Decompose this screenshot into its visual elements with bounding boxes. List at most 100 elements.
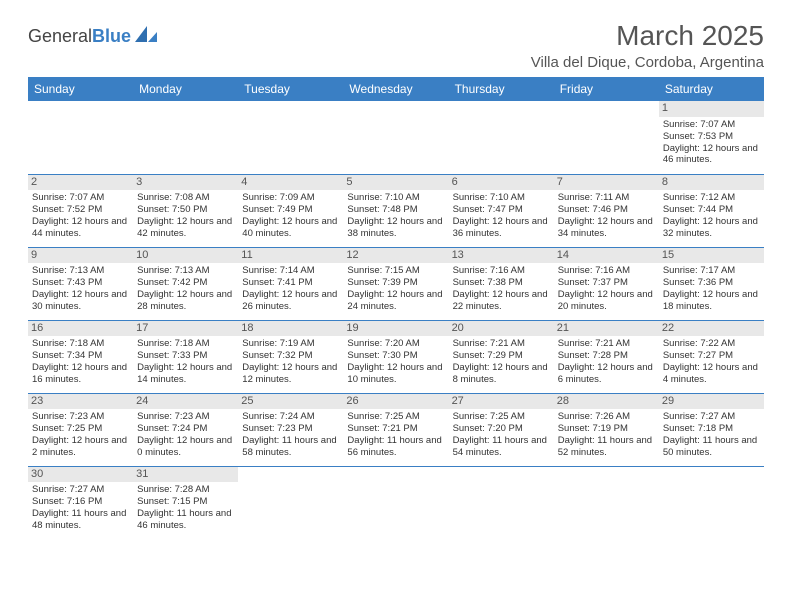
header: GeneralBlue March 2025 Villa del Dique, …: [28, 20, 764, 71]
day-number: 4: [238, 175, 343, 191]
calendar-row: ......1Sunrise: 7:07 AMSunset: 7:53 PMDa…: [28, 101, 764, 174]
calendar-cell-empty: .: [28, 101, 133, 174]
day-number: 3: [133, 175, 238, 191]
daylight-line: Daylight: 12 hours and 4 minutes.: [663, 362, 760, 386]
sunset-line: Sunset: 7:52 PM: [32, 204, 129, 216]
daylight-line: Daylight: 12 hours and 22 minutes.: [453, 289, 550, 313]
sunset-line: Sunset: 7:44 PM: [663, 204, 760, 216]
day-number: 26: [343, 394, 448, 410]
daylight-line: Daylight: 12 hours and 44 minutes.: [32, 216, 129, 240]
day-number: 17: [133, 321, 238, 337]
daylight-line: Daylight: 12 hours and 26 minutes.: [242, 289, 339, 313]
calendar-cell: 14Sunrise: 7:16 AMSunset: 7:37 PMDayligh…: [554, 247, 659, 320]
day-number: 24: [133, 394, 238, 410]
calendar-cell: 12Sunrise: 7:15 AMSunset: 7:39 PMDayligh…: [343, 247, 448, 320]
sunset-line: Sunset: 7:29 PM: [453, 350, 550, 362]
weekday-header: Friday: [554, 77, 659, 101]
daylight-line: Daylight: 12 hours and 20 minutes.: [558, 289, 655, 313]
day-number: 16: [28, 321, 133, 337]
weekday-header: Thursday: [449, 77, 554, 101]
daylight-line: Daylight: 11 hours and 52 minutes.: [558, 435, 655, 459]
sunset-line: Sunset: 7:16 PM: [32, 496, 129, 508]
sunset-line: Sunset: 7:25 PM: [32, 423, 129, 435]
calendar-cell: 30Sunrise: 7:27 AMSunset: 7:16 PMDayligh…: [28, 466, 133, 539]
calendar-cell: 27Sunrise: 7:25 AMSunset: 7:20 PMDayligh…: [449, 393, 554, 466]
sunset-line: Sunset: 7:28 PM: [558, 350, 655, 362]
day-number: 15: [659, 248, 764, 264]
sunset-line: Sunset: 7:33 PM: [137, 350, 234, 362]
day-number: 19: [343, 321, 448, 337]
month-title: March 2025: [531, 20, 764, 52]
sunrise-line: Sunrise: 7:16 AM: [453, 265, 550, 277]
calendar-cell-empty: .: [554, 466, 659, 539]
calendar-cell: 22Sunrise: 7:22 AMSunset: 7:27 PMDayligh…: [659, 320, 764, 393]
daylight-line: Daylight: 11 hours and 58 minutes.: [242, 435, 339, 459]
calendar-table: SundayMondayTuesdayWednesdayThursdayFrid…: [28, 77, 764, 539]
day-number: 21: [554, 321, 659, 337]
calendar-cell-empty: .: [449, 101, 554, 174]
calendar-cell-empty: .: [554, 101, 659, 174]
calendar-cell: 31Sunrise: 7:28 AMSunset: 7:15 PMDayligh…: [133, 466, 238, 539]
sunset-line: Sunset: 7:30 PM: [347, 350, 444, 362]
daylight-line: Daylight: 12 hours and 8 minutes.: [453, 362, 550, 386]
sunset-line: Sunset: 7:42 PM: [137, 277, 234, 289]
daylight-line: Daylight: 12 hours and 36 minutes.: [453, 216, 550, 240]
daylight-line: Daylight: 12 hours and 0 minutes.: [137, 435, 234, 459]
calendar-cell-empty: .: [133, 101, 238, 174]
calendar-cell: 7Sunrise: 7:11 AMSunset: 7:46 PMDaylight…: [554, 174, 659, 247]
daylight-line: Daylight: 11 hours and 48 minutes.: [32, 508, 129, 532]
daylight-line: Daylight: 11 hours and 54 minutes.: [453, 435, 550, 459]
sunrise-line: Sunrise: 7:25 AM: [453, 411, 550, 423]
sunrise-line: Sunrise: 7:23 AM: [32, 411, 129, 423]
calendar-cell: 15Sunrise: 7:17 AMSunset: 7:36 PMDayligh…: [659, 247, 764, 320]
sunset-line: Sunset: 7:32 PM: [242, 350, 339, 362]
daylight-line: Daylight: 12 hours and 14 minutes.: [137, 362, 234, 386]
sunset-line: Sunset: 7:18 PM: [663, 423, 760, 435]
daylight-line: Daylight: 12 hours and 30 minutes.: [32, 289, 129, 313]
day-number: 12: [343, 248, 448, 264]
sunrise-line: Sunrise: 7:27 AM: [663, 411, 760, 423]
logo: GeneralBlue: [28, 24, 159, 49]
day-number: 30: [28, 467, 133, 483]
sunrise-line: Sunrise: 7:10 AM: [453, 192, 550, 204]
sunset-line: Sunset: 7:37 PM: [558, 277, 655, 289]
sunrise-line: Sunrise: 7:17 AM: [663, 265, 760, 277]
day-number: 28: [554, 394, 659, 410]
sunset-line: Sunset: 7:38 PM: [453, 277, 550, 289]
sunrise-line: Sunrise: 7:22 AM: [663, 338, 760, 350]
day-number: 31: [133, 467, 238, 483]
calendar-row: 9Sunrise: 7:13 AMSunset: 7:43 PMDaylight…: [28, 247, 764, 320]
sunset-line: Sunset: 7:46 PM: [558, 204, 655, 216]
calendar-row: 30Sunrise: 7:27 AMSunset: 7:16 PMDayligh…: [28, 466, 764, 539]
daylight-line: Daylight: 12 hours and 34 minutes.: [558, 216, 655, 240]
sunrise-line: Sunrise: 7:13 AM: [137, 265, 234, 277]
calendar-cell-empty: .: [343, 466, 448, 539]
sunrise-line: Sunrise: 7:21 AM: [453, 338, 550, 350]
sunrise-line: Sunrise: 7:18 AM: [32, 338, 129, 350]
calendar-cell: 20Sunrise: 7:21 AMSunset: 7:29 PMDayligh…: [449, 320, 554, 393]
daylight-line: Daylight: 12 hours and 28 minutes.: [137, 289, 234, 313]
day-number: 18: [238, 321, 343, 337]
day-number: 5: [343, 175, 448, 191]
sunrise-line: Sunrise: 7:18 AM: [137, 338, 234, 350]
daylight-line: Daylight: 12 hours and 10 minutes.: [347, 362, 444, 386]
calendar-cell: 21Sunrise: 7:21 AMSunset: 7:28 PMDayligh…: [554, 320, 659, 393]
sunset-line: Sunset: 7:53 PM: [663, 131, 760, 143]
day-number: 11: [238, 248, 343, 264]
day-number: 8: [659, 175, 764, 191]
sunset-line: Sunset: 7:19 PM: [558, 423, 655, 435]
daylight-line: Daylight: 11 hours and 56 minutes.: [347, 435, 444, 459]
weekday-header: Sunday: [28, 77, 133, 101]
calendar-cell: 8Sunrise: 7:12 AMSunset: 7:44 PMDaylight…: [659, 174, 764, 247]
calendar-body: ......1Sunrise: 7:07 AMSunset: 7:53 PMDa…: [28, 101, 764, 539]
sunrise-line: Sunrise: 7:14 AM: [242, 265, 339, 277]
sunset-line: Sunset: 7:23 PM: [242, 423, 339, 435]
sunrise-line: Sunrise: 7:07 AM: [32, 192, 129, 204]
sunset-line: Sunset: 7:43 PM: [32, 277, 129, 289]
daylight-line: Daylight: 12 hours and 32 minutes.: [663, 216, 760, 240]
calendar-cell: 2Sunrise: 7:07 AMSunset: 7:52 PMDaylight…: [28, 174, 133, 247]
logo-part2: Blue: [92, 26, 131, 46]
daylight-line: Daylight: 12 hours and 40 minutes.: [242, 216, 339, 240]
sunrise-line: Sunrise: 7:08 AM: [137, 192, 234, 204]
day-number: 14: [554, 248, 659, 264]
